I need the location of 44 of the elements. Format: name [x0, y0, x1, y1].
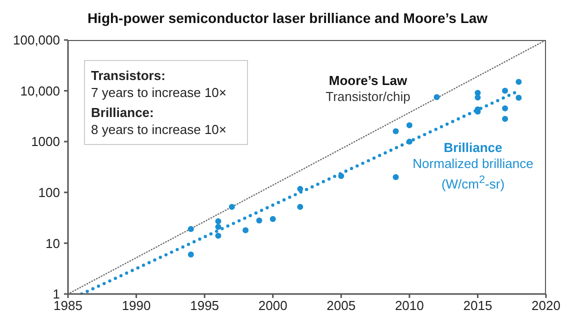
y-tick-label: 10,000 [20, 83, 60, 98]
point [256, 217, 262, 224]
x-tick-label: 2015 [463, 298, 492, 314]
x-tick-label: 2005 [326, 298, 356, 314]
point [215, 218, 222, 224]
point [502, 116, 508, 122]
point [297, 186, 304, 192]
annotation: Transistor/chip [324, 89, 412, 105]
annotation: Brilliance: [91, 104, 155, 121]
point [270, 216, 276, 222]
point [338, 173, 344, 180]
annotation: Normalized brilliance [412, 156, 534, 172]
annotation: (W/cm$^{2}$-sr) [440, 173, 506, 192]
chart-title: High-power semiconductor laser brilliance and Moore’s Law [86, 10, 489, 26]
annotation: Transistors: [91, 67, 166, 84]
point [188, 226, 194, 232]
y-tick-label: 1000 [31, 134, 60, 150]
point [406, 138, 412, 145]
x-tick-label: 2020 [532, 298, 560, 314]
point [392, 174, 399, 180]
point [434, 94, 440, 100]
annotation: 7 years to increase 10× [91, 84, 228, 101]
point [406, 122, 412, 128]
point [516, 94, 522, 101]
y-tick-label: 100 [38, 185, 60, 200]
point [297, 204, 304, 210]
point [188, 251, 194, 258]
point [228, 204, 235, 210]
x-tick-label: 2000 [258, 298, 288, 314]
point [215, 232, 222, 239]
point [502, 88, 508, 94]
point [215, 224, 222, 230]
annotation: 8 years to increase 10× [91, 121, 228, 138]
y-tick-label: 10 [46, 236, 60, 251]
annotation: Moore’s Law [328, 73, 408, 89]
x-tick-label: 2010 [394, 298, 424, 314]
x-tick-label: 1990 [122, 298, 151, 314]
y-tick-label: 100,000 [13, 32, 60, 48]
point [392, 128, 399, 134]
point [502, 105, 508, 112]
annotation: Brilliance [442, 140, 504, 156]
x-tick-label: 1995 [190, 298, 220, 314]
point [242, 227, 249, 234]
point [516, 78, 522, 85]
